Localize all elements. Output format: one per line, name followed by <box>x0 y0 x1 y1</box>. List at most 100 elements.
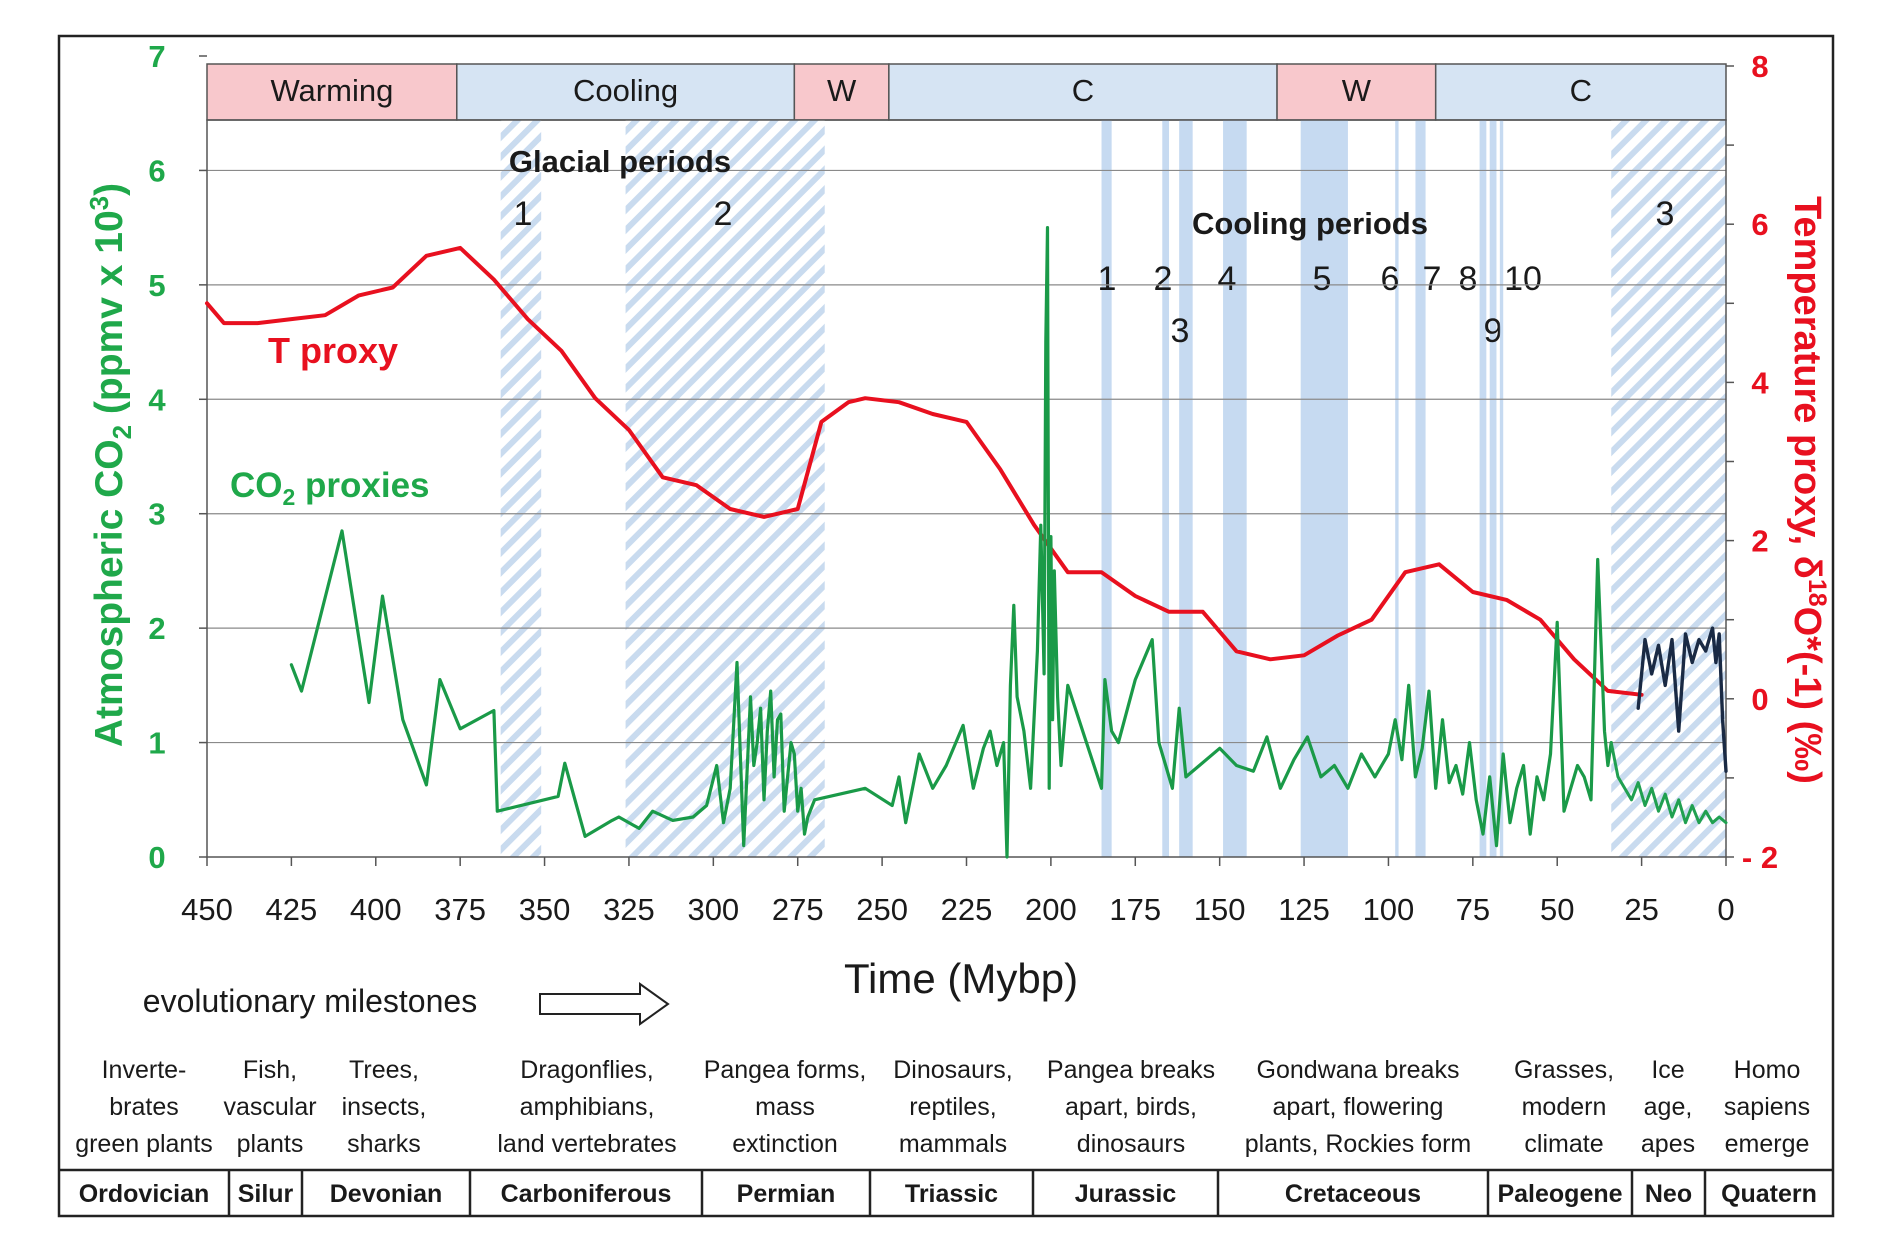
cooling-period-band <box>1499 120 1504 857</box>
milestone-text: Dragonflies, <box>520 1056 653 1084</box>
milestone-text: sapiens <box>1724 1093 1810 1121</box>
x-axis-label: Time (Mybp) <box>844 955 1078 1002</box>
climate-band-label: W <box>827 73 857 108</box>
cooling-period-band <box>1395 120 1399 857</box>
x-tick-label: 150 <box>1194 892 1246 927</box>
milestone-text: land vertebrates <box>497 1130 676 1158</box>
x-tick-label: 400 <box>350 892 402 927</box>
climate-band-label: C <box>1072 73 1094 108</box>
milestone-text: vascular <box>223 1093 316 1121</box>
x-tick-label: 300 <box>687 892 739 927</box>
co2-proxies-label: CO2 proxies <box>230 466 430 510</box>
milestone-text: Trees, <box>349 1056 419 1084</box>
x-tick-label: 100 <box>1363 892 1415 927</box>
x-tick-label: 225 <box>941 892 993 927</box>
x-tick-label: 25 <box>1624 892 1658 927</box>
t-proxy-label: T proxy <box>268 330 398 371</box>
milestone-text: sharks <box>347 1130 421 1158</box>
milestones-label: evolutionary milestones <box>143 983 477 1019</box>
period-label: Devonian <box>330 1180 443 1208</box>
x-tick-label: 375 <box>434 892 486 927</box>
climate-band-cool <box>888 63 1278 121</box>
cooling-period-band <box>1489 120 1497 857</box>
cooling-period-band <box>1479 120 1487 857</box>
period-label: Carboniferous <box>501 1180 672 1208</box>
cooling-periods-title: Cooling periods <box>1192 206 1428 241</box>
gridlines <box>207 169 1726 744</box>
milestone-text: Ice <box>1651 1056 1684 1084</box>
cooling-period-band <box>1415 120 1426 857</box>
y-left-tick-label: 3 <box>148 497 165 532</box>
series-line-1 <box>289 226 1613 859</box>
period-label: Ordovician <box>79 1180 210 1208</box>
axis-ticks: 450 425 400 375 350 325 300 275 250 225 200 175 150 1… <box>148 39 1778 927</box>
cooling-period-number: 9 <box>1484 312 1503 350</box>
x-tick-label: 175 <box>1109 892 1161 927</box>
series-line-0 <box>205 245 1644 697</box>
period-label: Jurassic <box>1075 1180 1177 1208</box>
milestone-text: dinosaurs <box>1077 1130 1185 1158</box>
glacial-period-number: 2 <box>714 195 733 233</box>
cooling-period-band <box>1300 120 1348 857</box>
period-label: Neo <box>1645 1180 1692 1208</box>
cooling-period-number: 3 <box>1171 312 1190 350</box>
y-left-tick-label: 4 <box>148 382 166 417</box>
climate-band-cool <box>456 63 796 121</box>
y-left-tick-label: 5 <box>148 268 165 303</box>
glacial-period-band <box>500 120 542 857</box>
cooling-period-number: 7 <box>1423 260 1442 298</box>
climate-band-warm <box>206 63 458 121</box>
y-axis-left-label: Atmospheric CO2 (ppmv x 103) <box>84 183 137 747</box>
y-left-tick-label: 6 <box>148 153 165 188</box>
cooling-period-number: 2 <box>1154 260 1173 298</box>
series-lines <box>205 226 1728 859</box>
period-label: Silur <box>238 1180 294 1208</box>
milestone-text: emerge <box>1725 1130 1810 1158</box>
milestone-text: age, <box>1644 1093 1693 1121</box>
milestone-text: apart, birds, <box>1065 1093 1197 1121</box>
y-axis-right-label: Temperature proxy, δ18O*(-1) (‰) <box>1786 196 1831 784</box>
x-tick-label: 450 <box>181 892 233 927</box>
glacial-period-number: 3 <box>1656 195 1675 233</box>
cooling-period-number: 1 <box>1098 260 1117 298</box>
milestone-text: Gondwana breaks <box>1257 1056 1460 1084</box>
milestone-text: apart, flowering <box>1273 1093 1444 1121</box>
series-line-2 <box>1609 741 1728 825</box>
milestone-text: Pangea breaks <box>1047 1056 1215 1084</box>
period-label: Triassic <box>905 1180 998 1208</box>
milestone-text: green plants <box>75 1130 213 1158</box>
geologic-periods: Ordovician Silur Devonian Carboniferous Perm… <box>59 1168 1833 1216</box>
outer-frame <box>57 34 1835 1218</box>
y-right-tick-label: 8 <box>1751 49 1768 84</box>
cooling-period-number: 5 <box>1313 260 1332 298</box>
evolutionary-milestones: Inverte-brates green plants Fish, vascular p… <box>75 1056 1810 1158</box>
cooling-period-band <box>1162 120 1170 857</box>
cooling-period-band <box>1179 120 1193 857</box>
x-tick-label: 200 <box>1025 892 1077 927</box>
glacial-periods-title: Glacial periods <box>509 144 731 179</box>
y-right-tick-label: - 2 <box>1742 840 1778 875</box>
x-tick-label: 350 <box>519 892 571 927</box>
period-label: Quatern <box>1721 1180 1817 1208</box>
x-tick-label: 250 <box>856 892 908 927</box>
x-tick-label: 75 <box>1456 892 1490 927</box>
x-tick-label: 425 <box>266 892 318 927</box>
climate-band-label: Warming <box>270 73 393 108</box>
x-tick-label: 125 <box>1278 892 1330 927</box>
glacial-period-band <box>625 120 825 857</box>
x-tick-label: 325 <box>603 892 655 927</box>
y-right-tick-label: 0 <box>1751 682 1768 717</box>
milestone-text: amphibians, <box>520 1093 655 1121</box>
cooling-period-number: 6 <box>1381 260 1400 298</box>
milestone-text: insects, <box>342 1093 427 1121</box>
milestone-text: extinction <box>732 1130 838 1158</box>
milestone-text: climate <box>1524 1130 1603 1158</box>
climate-band-warm <box>793 63 890 121</box>
y-left-tick-label: 0 <box>148 840 165 875</box>
series-line-3 <box>1636 626 1728 773</box>
milestone-text: plants <box>237 1130 304 1158</box>
x-tick-label: 0 <box>1717 892 1734 927</box>
milestone-text: apes <box>1641 1130 1695 1158</box>
